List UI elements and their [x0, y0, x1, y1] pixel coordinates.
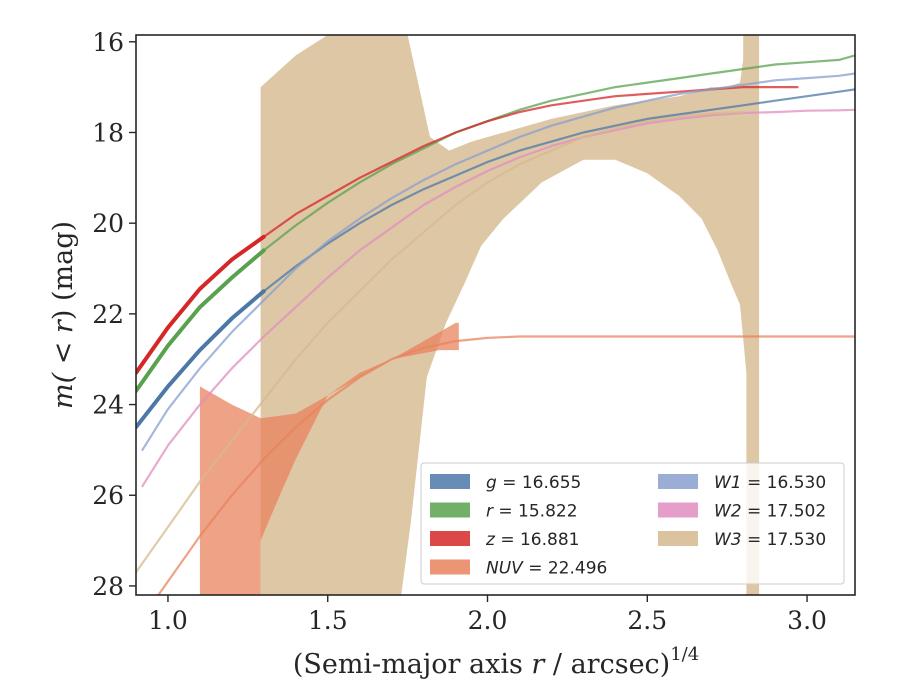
- x-axis: 1.0 1.5 2.0 2.5 3.0: [148, 595, 827, 635]
- x-axis-title-var: r: [531, 649, 546, 680]
- x-axis-title-main: (Semi-major axis: [293, 649, 532, 680]
- legend-items: g = 16.655 r = 15.822 z = 16.881 NUV = 22.4…: [430, 473, 826, 579]
- x-axis-title-unit: / arcsec): [544, 649, 670, 680]
- y-tick-label: 24: [92, 391, 124, 420]
- legend-swatch: [430, 474, 470, 489]
- y-axis-title-m: m(: [48, 371, 79, 409]
- legend-swatch: [430, 559, 470, 575]
- legend-swatch: [430, 502, 470, 518]
- x-axis-title: (Semi-major axis r / arcsec)1/4: [293, 644, 699, 680]
- band-nuv: [199, 322, 459, 595]
- legend-label: W3 = 17.530: [714, 530, 826, 550]
- legend-label: r = 15.822: [486, 502, 578, 522]
- series-line-r-core: [136, 248, 266, 393]
- lines-layer: [136, 54, 855, 595]
- x-tick-label: 1.5: [308, 606, 348, 635]
- legend-swatch: [658, 531, 698, 546]
- x-axis-title-exponent: 1/4: [670, 644, 699, 665]
- x-tick-label: 2.5: [627, 606, 667, 635]
- legend: g = 16.655 r = 15.822 z = 16.881 NUV = 22.4…: [420, 462, 845, 585]
- y-tick-label: 22: [92, 300, 124, 329]
- y-tick-label: 20: [92, 209, 124, 238]
- legend-swatch: [430, 531, 470, 546]
- y-axis-title-var: r: [48, 318, 79, 333]
- band-w3: [260, 35, 760, 595]
- y-axis-title-lt: <: [48, 333, 79, 373]
- x-tick-label: 3.0: [787, 606, 827, 635]
- y-tick-label: 26: [92, 481, 124, 510]
- legend-label: NUV = 22.496: [486, 559, 607, 579]
- legend-label: g = 16.655: [486, 473, 581, 493]
- x-tick-label: 2.0: [468, 606, 508, 635]
- legend-frame: [420, 462, 845, 585]
- legend-label: z = 16.881: [485, 530, 579, 550]
- series-line-nuv: [157, 335, 855, 595]
- y-axis-title: m( < r) (mag): [48, 221, 79, 409]
- series-line-w3: [136, 110, 745, 574]
- legend-swatch: [658, 474, 698, 489]
- legend-label: W2 = 17.502: [714, 502, 826, 522]
- bands-layer: [199, 35, 760, 595]
- x-tick-label: 1.0: [148, 606, 188, 635]
- y-axis-title-unit: ) (mag): [48, 221, 79, 320]
- series-line-w1: [141, 72, 855, 451]
- y-axis: 16 18 20 22 24 26 28: [92, 28, 136, 601]
- plot-frame: [135, 34, 856, 596]
- series-line-w2: [141, 108, 855, 488]
- y-tick-label: 18: [92, 118, 124, 147]
- y-tick-label: 16: [92, 28, 124, 57]
- series-line-z-core: [136, 234, 266, 375]
- legend-swatch: [658, 502, 698, 518]
- y-tick-label: 28: [92, 572, 124, 601]
- legend-label: W1 = 16.530: [714, 473, 826, 493]
- series-line-g-core: [136, 289, 266, 430]
